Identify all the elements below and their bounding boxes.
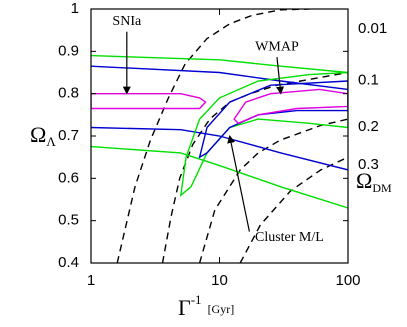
contour [91,93,207,110]
annotation-arrow [276,57,285,95]
x-tick-label: 10 [211,272,228,289]
right-axis-label: ΩDM [356,168,392,195]
dashed-curve [239,156,348,263]
x-tick-label: 1 [87,272,95,289]
y-tick-label: 0.6 [58,169,79,186]
x-axis-label: Γ-1 [Gyr] [178,292,234,320]
curve-label: 0.1 [358,71,379,88]
annotation-arrow [227,135,251,232]
y-tick-label: 0.7 [58,127,79,144]
x-label-superscript: -1 [191,292,202,307]
contour [91,54,348,74]
dashed-curve [116,9,310,263]
curve-label: 0.3 [358,156,379,173]
y-tick-label: 0.5 [58,212,79,229]
curve-label: 0.2 [358,118,379,135]
y-axis-label: ΩΛ [30,122,56,149]
x-label-symbol: Γ [178,295,191,320]
y-tick-label: 0.8 [58,85,79,102]
y-tick-label: 0.4 [58,254,79,271]
contour [233,88,348,125]
dashed-curve [161,71,348,263]
curve-label: 0.01 [358,20,387,37]
y-label-subscript: Λ [46,134,56,149]
annotation: WMAP [255,39,299,54]
x-tick-label: 100 [335,272,360,289]
y-tick-label: 1 [71,0,79,17]
y-label-symbol: Ω [30,122,46,147]
y-tick-label: 0.9 [58,42,79,59]
right-label-subscript: DM [372,181,392,195]
contour [91,145,348,209]
right-label-symbol: Ω [356,168,372,193]
annotation: Cluster M/L [255,230,324,245]
contour [91,126,348,171]
contour [198,80,348,159]
contour [91,65,348,91]
dashed-curve [198,118,348,263]
x-label-unit: [Gyr] [208,302,235,316]
annotation: SNIa [112,14,142,29]
plot-area [91,9,348,263]
